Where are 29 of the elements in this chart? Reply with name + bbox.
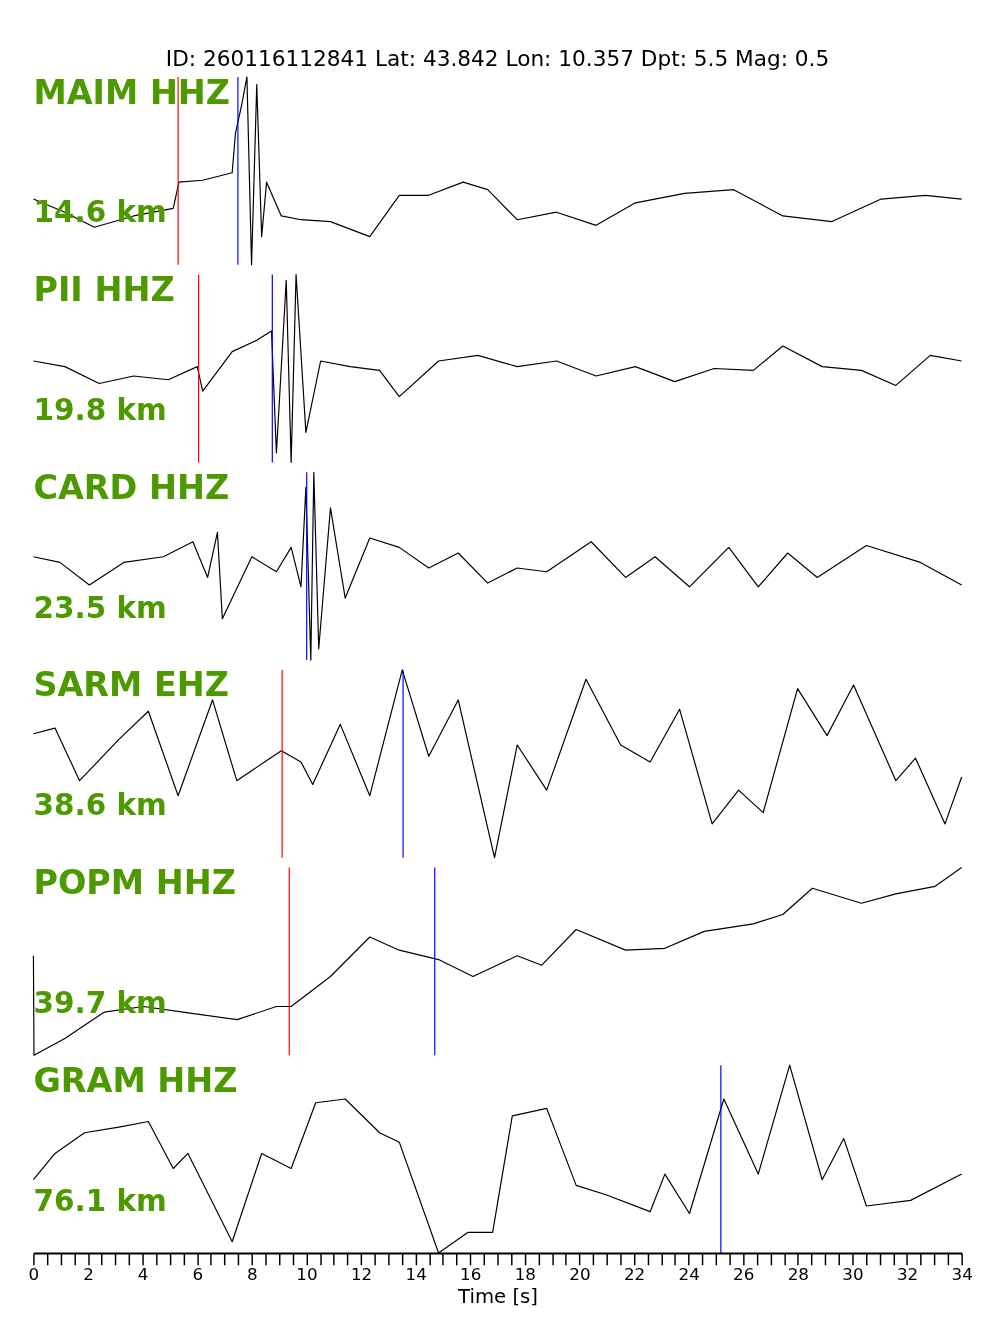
x-tick-label: 34 [951, 1264, 973, 1285]
chart-title: SARM EHZ [33, 665, 230, 705]
x-tick-label: 26 [733, 1264, 755, 1285]
text: 23.5 km [33, 590, 167, 625]
text: 38.6 km [33, 788, 167, 823]
x-tick-label: 16 [460, 1264, 482, 1285]
chart-title: POPM HHZ [33, 863, 236, 903]
x-tick-label: 8 [247, 1264, 258, 1285]
x-tick-label: 2 [83, 1264, 94, 1285]
x-tick-label: 4 [137, 1264, 149, 1285]
x-tick-label: 30 [842, 1264, 864, 1285]
x-tick-label: 14 [405, 1264, 427, 1285]
x-tick-label: 0 [28, 1264, 40, 1285]
x-tick-label: 18 [514, 1264, 536, 1285]
x-tick-label: 20 [569, 1264, 591, 1285]
text: ID: 260116112841 Lat: 43.842 Lon: 10.357 Dpt: 5.5 Mag: 0.5 [165, 46, 830, 72]
x-tick-label: 10 [296, 1264, 318, 1285]
x-tick-label: 24 [678, 1264, 700, 1285]
x-tick-label: 22 [623, 1264, 646, 1285]
chart-title: PII HHZ [33, 270, 175, 310]
x-tick-label: 12 [350, 1264, 373, 1285]
x-tick-label: 32 [896, 1264, 919, 1285]
text: 76.1 km [33, 1183, 167, 1218]
chart-title: CARD HHZ [33, 467, 230, 507]
chart-title: GRAM HHZ [33, 1060, 238, 1100]
text: 19.8 km [33, 393, 167, 428]
x-axis-title: Time [s] [457, 1284, 538, 1308]
x-tick-label: 6 [192, 1264, 204, 1285]
x-tick-label: 28 [787, 1264, 809, 1285]
